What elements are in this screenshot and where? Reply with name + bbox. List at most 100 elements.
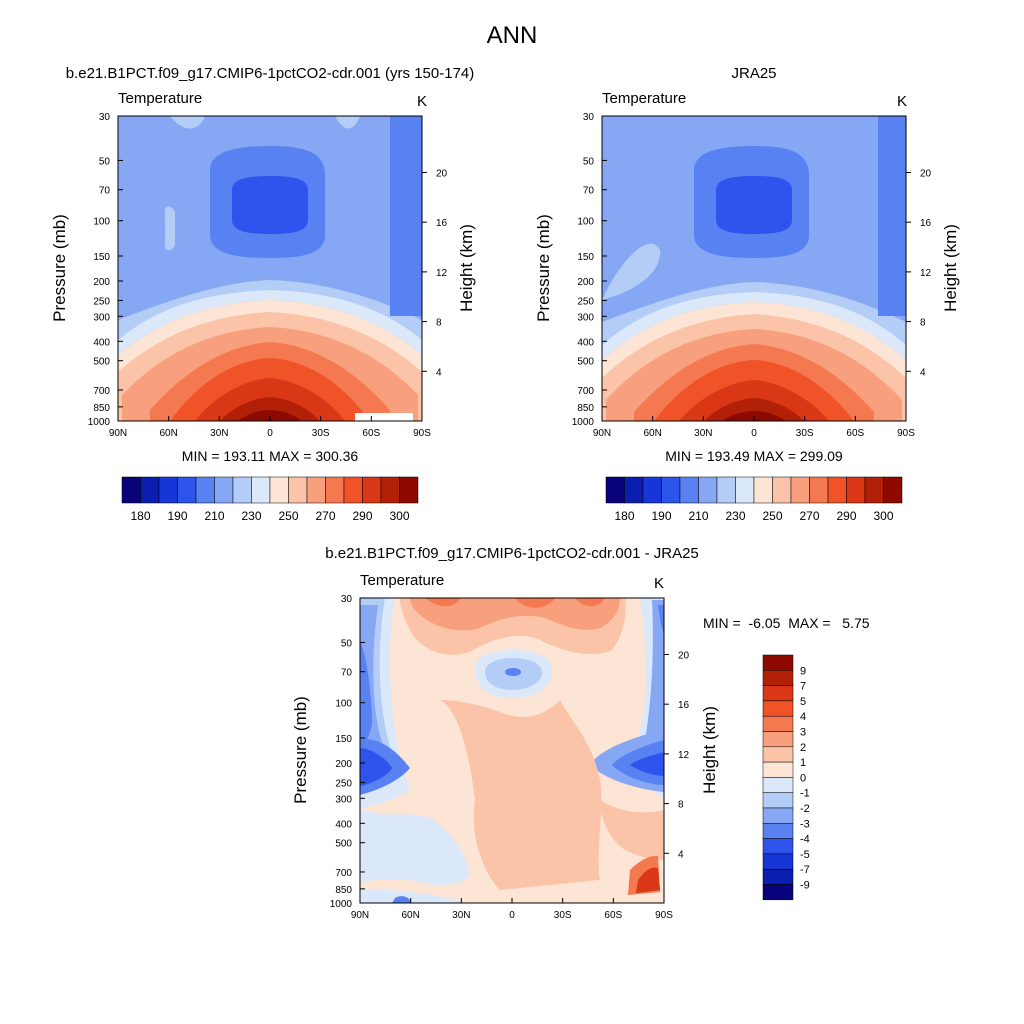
panel-unit-label: K: [417, 93, 427, 110]
colorbar-label: 4: [800, 711, 806, 723]
x-tick-label: 60N: [159, 428, 177, 439]
colorbar-box: [827, 476, 847, 504]
colorbar-box: [762, 853, 794, 870]
pressure-tick-label: 200: [335, 759, 352, 770]
x-tick-label: 60N: [401, 910, 419, 921]
x-tick-label: 30N: [210, 428, 228, 439]
colorbar-box: [762, 731, 794, 748]
colorbar-box: [762, 823, 794, 839]
colorbar-label: 0: [800, 772, 806, 784]
colorbar-box: [762, 884, 794, 901]
x-axis: 90N 60N 30N 0 30S 60S 90S: [351, 898, 673, 921]
height-tick-label: 16: [678, 700, 690, 711]
pressure-tick-label: 50: [99, 156, 111, 167]
x-tick-label: 30S: [554, 910, 572, 921]
colorbar-label: 250: [762, 509, 782, 523]
colorbar: 180 190 210 230 250 270 290 300: [121, 476, 419, 523]
panel-title: b.e21.B1PCT.f09_g17.CMIP6-1pctCO2-cdr.00…: [66, 65, 475, 82]
colorbar-box: [380, 476, 400, 504]
figure-title: ANN: [487, 22, 538, 49]
x-tick-label: 30S: [312, 428, 330, 439]
x-tick-label: 90N: [109, 428, 127, 439]
colorbar-box: [716, 476, 736, 504]
pressure-tick-label: 400: [335, 819, 352, 830]
y-axis-label-right: Height (km): [700, 706, 719, 794]
y-axis-label: Pressure (mb): [291, 696, 310, 804]
pressure-tick-label: 300: [93, 312, 110, 323]
x-tick-label: 0: [751, 428, 757, 439]
pressure-tick-label: 700: [335, 868, 352, 879]
colorbar-box: [325, 476, 345, 504]
colorbar-box: [846, 476, 866, 504]
colorbar-label: 7: [800, 681, 806, 693]
height-axis: 4 8 12 16 20: [664, 650, 690, 860]
colorbar-label: -9: [800, 880, 810, 892]
colorbar-box: [177, 476, 197, 504]
colorbar-label: 230: [241, 509, 261, 523]
min-max-stats: MIN = 193.11 MAX = 300.36: [182, 448, 359, 464]
colorbar-label: -2: [800, 803, 810, 815]
colorbar-label: -1: [800, 788, 810, 800]
colorbar-label: 210: [688, 509, 708, 523]
pressure-tick-label: 100: [93, 217, 110, 228]
pressure-axis: 30 50 70 100 150 200 250 300 400 500 700 850 1000: [330, 594, 365, 910]
x-tick-label: 0: [509, 910, 515, 921]
panel-unit-label: K: [897, 93, 907, 110]
colorbar-box: [762, 777, 794, 793]
height-tick-label: 4: [436, 367, 442, 378]
pressure-tick-label: 70: [341, 668, 353, 679]
pressure-tick-label: 300: [577, 312, 594, 323]
pressure-tick-label: 250: [577, 296, 594, 307]
colorbar-label: -3: [800, 818, 810, 830]
colorbar-label: -7: [800, 864, 810, 876]
colorbar-box: [121, 476, 141, 504]
colorbar-box: [624, 476, 644, 504]
height-tick-label: 20: [436, 168, 448, 179]
colorbar-box: [809, 476, 829, 504]
colorbar-box: [735, 476, 755, 504]
colorbar-box: [251, 476, 271, 504]
panel-title: b.e21.B1PCT.f09_g17.CMIP6-1pctCO2-cdr.00…: [325, 545, 699, 562]
pressure-tick-label: 1000: [572, 417, 595, 428]
colorbar-box: [232, 476, 252, 504]
colorbar-label: 190: [167, 509, 187, 523]
pressure-tick-label: 1000: [330, 899, 353, 910]
colorbar-box: [883, 476, 903, 504]
panel-obs: JRA25 Temperature K 90N 60N 30N 0 30S 60S 90S …: [534, 65, 960, 523]
pressure-tick-label: 30: [341, 594, 353, 605]
colorbar-box: [762, 761, 794, 778]
min-max-stats: MIN = 193.49 MAX = 299.09: [665, 448, 843, 464]
x-tick-label: 90S: [897, 428, 915, 439]
pressure-tick-label: 150: [93, 252, 110, 263]
colorbar-label: 300: [389, 509, 409, 523]
x-axis: 90N 60N 30N 0 30S 60S 90S: [593, 416, 915, 439]
x-tick-label: 0: [267, 428, 273, 439]
colorbar-box: [269, 476, 289, 504]
panel-difference: b.e21.B1PCT.f09_g17.CMIP6-1pctCO2-cdr.00…: [291, 545, 870, 921]
colorbar-box: [158, 476, 178, 504]
contour-field: [118, 116, 422, 421]
colorbar-box: [762, 746, 794, 763]
colorbar-box: [790, 476, 810, 504]
colorbar-box: [762, 700, 794, 717]
height-tick-label: 8: [678, 800, 684, 811]
colorbar-box: [864, 476, 884, 504]
pressure-tick-label: 400: [577, 337, 594, 348]
colorbar-box: [399, 476, 419, 504]
colorbar-label: 5: [800, 696, 806, 708]
colorbar-box: [762, 715, 794, 732]
height-tick-label: 8: [920, 318, 926, 329]
colorbar-label: 290: [352, 509, 372, 523]
height-tick-label: 20: [920, 168, 932, 179]
pressure-tick-label: 1000: [88, 417, 111, 428]
pressure-tick-label: 250: [335, 778, 352, 789]
colorbar-box: [214, 476, 234, 504]
colorbar-box: [772, 476, 792, 504]
colorbar: 180 190 210 230 250 270 290 300: [605, 476, 903, 523]
colorbar-label: 1: [800, 757, 806, 769]
pressure-tick-label: 850: [93, 403, 110, 414]
pressure-axis: 30 50 70 100 150 200 250 300 400 500 700 850 1000: [572, 112, 607, 428]
pressure-tick-label: 500: [577, 357, 594, 368]
colorbar-box: [753, 476, 773, 504]
pressure-tick-label: 250: [93, 296, 110, 307]
